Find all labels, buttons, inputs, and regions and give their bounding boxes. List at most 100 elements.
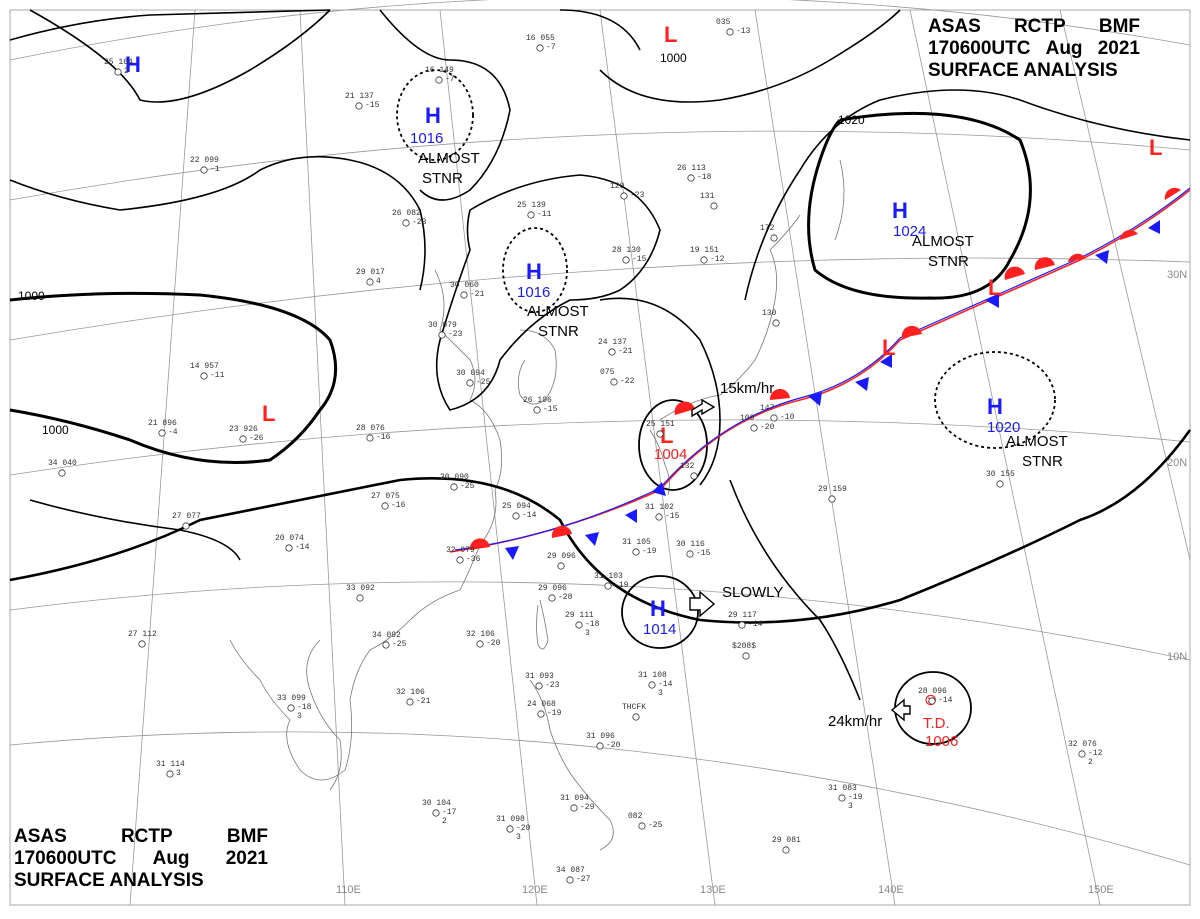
station-value: 109 [740, 414, 755, 423]
graticule [9, 0, 1191, 906]
isobar-label-1000-west: 1000 [18, 289, 45, 303]
station-value: 29 096 [547, 552, 576, 561]
station-plot: 21 137-15 [345, 92, 380, 110]
station-plot: 27 112 [128, 630, 157, 648]
station-circle-icon [770, 414, 778, 422]
h-pacific-north-value: 1024 [893, 223, 926, 240]
station-circle-icon [632, 548, 640, 556]
station-plot: 30 104-172 [422, 799, 457, 826]
station-value: -23 [448, 330, 463, 339]
station-circle-icon [382, 641, 390, 649]
station-circle-icon [557, 562, 565, 570]
station-value: $208$ [732, 642, 756, 651]
station-value: 26 106 [523, 396, 552, 405]
h-nw-symbol: H [125, 52, 141, 77]
station-value: 34 087 [556, 866, 585, 875]
coast-korea [517, 329, 557, 405]
station-value: 21 137 [345, 92, 374, 101]
coast-asia-mainland [229, 269, 503, 781]
station-plot: 31 083-193 [828, 784, 863, 811]
station-value: 22 099 [190, 156, 219, 165]
station-value: -18 [297, 703, 312, 712]
station-value: 31 108 [638, 671, 667, 680]
station-value: -15 [696, 549, 711, 558]
station-circle-icon [782, 846, 790, 854]
cold-front-symbol [880, 354, 892, 368]
station-circle-icon [466, 379, 474, 387]
isobar-1012-mid [29, 499, 241, 561]
l-front-2-symbol: L [882, 335, 895, 360]
station-circle-icon [726, 28, 734, 36]
station-circle-icon [355, 102, 363, 110]
h-mongolia-note-1: ALMOST [418, 150, 480, 167]
station-value: 172 [760, 224, 775, 233]
station-value: -15 [543, 405, 558, 414]
station-value: -20 [486, 639, 501, 648]
station-circle-icon [366, 434, 374, 442]
station-plot: 30 116-15 [676, 540, 711, 558]
footer-month: Aug [152, 848, 190, 869]
station-value: 25 139 [517, 201, 546, 210]
station-value: -14 [658, 680, 673, 689]
station-value: -36 [466, 555, 481, 564]
station-value: -19 [642, 547, 657, 556]
station-circle-icon [690, 472, 698, 480]
station-circle-icon [566, 876, 574, 884]
station-circle-icon [828, 495, 836, 503]
station-value: 28 130 [612, 246, 641, 255]
station-circle-icon [356, 594, 364, 602]
station-value: 2 [442, 817, 447, 826]
station-plot: 32 106-21 [396, 688, 431, 706]
warm-front-symbol [674, 401, 695, 415]
station-value: 4 [376, 277, 381, 286]
lon-label-140e: 140E [878, 884, 904, 896]
station-value: 3 [585, 629, 590, 638]
l-tibet-symbol: L [262, 401, 275, 426]
station-value: 21 896 [148, 419, 177, 428]
header-station: RCTP [1013, 16, 1066, 37]
station-plot: 32 076-122 [1068, 740, 1103, 767]
station-plot: 20 074-14 [275, 534, 310, 552]
isobar-1016-pacific-loop [744, 89, 1191, 301]
station-circle-icon [512, 512, 520, 520]
station-circle-icon [438, 331, 446, 339]
front-line-red [449, 189, 1191, 553]
coast-indochina [306, 639, 342, 791]
station-value: 16 055 [526, 34, 555, 43]
station-value: 31 093 [525, 672, 554, 681]
station-circle-icon [535, 682, 543, 690]
station-plot: 16 149-7 [425, 66, 455, 84]
station-circle-icon [604, 582, 612, 590]
pressure-systems: H H 1016 ALMOST STNR H 1016 ALMOST STNR … [125, 22, 1162, 750]
station-circle-icon [632, 713, 640, 721]
station-value: 29 159 [818, 485, 847, 494]
station-plot: 131 [700, 192, 718, 210]
footer-time: 170600UTC [14, 848, 117, 869]
station-value: 035 [716, 18, 731, 27]
station-plot: 28 096-14 [918, 687, 953, 705]
dashed-h-pacific-south [934, 351, 1056, 449]
station-plot: $208$ [732, 642, 756, 660]
station-circle-icon [402, 219, 410, 227]
cold-front-symbol [808, 392, 822, 406]
header-time: 170600UTC [928, 38, 1031, 59]
station-circle-icon [58, 469, 66, 477]
station-value: -4 [168, 428, 178, 437]
station-plot: 31 102-15 [645, 503, 680, 521]
footer-title: SURFACE ANALYSIS [14, 870, 204, 891]
station-plot: 34 092-25 [372, 631, 407, 649]
coast-japan [659, 214, 801, 421]
isobar-label-1020: 1020 [838, 113, 865, 127]
cold-front-symbol [1148, 220, 1160, 234]
station-circle-icon [537, 710, 545, 718]
station-plot: 25 139-11 [517, 201, 552, 219]
station-circle-icon [596, 742, 604, 750]
station-value: 32 106 [396, 688, 425, 697]
station-value: 29 017 [356, 268, 385, 277]
station-plot: 26 106-15 [523, 396, 558, 414]
station-plot: 25 151 [646, 420, 675, 438]
lon-label-110e: 110E [336, 884, 361, 896]
station-value: -15 [365, 101, 380, 110]
station-value: 32 079 [446, 546, 475, 555]
station-circle-icon [772, 319, 780, 327]
